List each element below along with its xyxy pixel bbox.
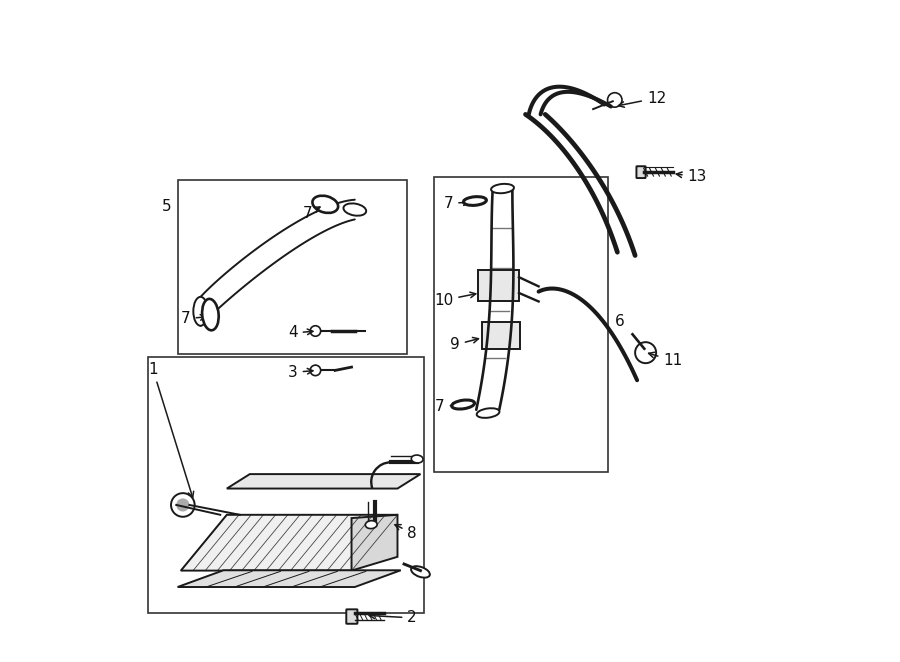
Text: 7: 7 xyxy=(181,311,206,326)
Circle shape xyxy=(310,365,320,375)
Bar xyxy=(482,322,519,350)
Text: 1: 1 xyxy=(148,361,194,497)
Ellipse shape xyxy=(194,297,208,326)
Ellipse shape xyxy=(365,521,377,529)
Bar xyxy=(148,357,424,613)
FancyBboxPatch shape xyxy=(636,166,645,178)
Ellipse shape xyxy=(464,197,486,205)
Text: 7: 7 xyxy=(444,195,469,211)
Circle shape xyxy=(608,93,622,107)
Ellipse shape xyxy=(411,455,423,463)
Text: 3: 3 xyxy=(288,365,313,380)
Polygon shape xyxy=(227,474,420,489)
Polygon shape xyxy=(352,515,398,571)
Text: 2: 2 xyxy=(369,610,417,626)
Text: 12: 12 xyxy=(618,91,666,107)
Ellipse shape xyxy=(344,203,366,216)
Ellipse shape xyxy=(312,196,338,213)
Text: 4: 4 xyxy=(288,326,313,340)
Bar xyxy=(478,270,519,301)
Text: 10: 10 xyxy=(434,292,476,308)
Circle shape xyxy=(176,498,189,512)
Text: 7: 7 xyxy=(435,399,459,414)
Ellipse shape xyxy=(411,566,430,578)
Text: 11: 11 xyxy=(649,352,682,368)
Text: 7: 7 xyxy=(302,206,320,221)
Polygon shape xyxy=(177,570,400,587)
Text: 5: 5 xyxy=(162,199,171,214)
Polygon shape xyxy=(181,515,398,571)
FancyBboxPatch shape xyxy=(346,609,357,624)
Ellipse shape xyxy=(452,400,474,409)
Text: 9: 9 xyxy=(450,338,479,352)
Ellipse shape xyxy=(491,184,514,193)
Circle shape xyxy=(310,326,320,336)
Ellipse shape xyxy=(477,408,500,418)
Circle shape xyxy=(635,342,656,363)
Bar xyxy=(177,180,408,354)
Text: 8: 8 xyxy=(395,525,417,541)
Bar xyxy=(434,177,608,472)
Text: 6: 6 xyxy=(615,314,625,328)
Ellipse shape xyxy=(202,299,219,330)
Text: 13: 13 xyxy=(676,169,707,184)
